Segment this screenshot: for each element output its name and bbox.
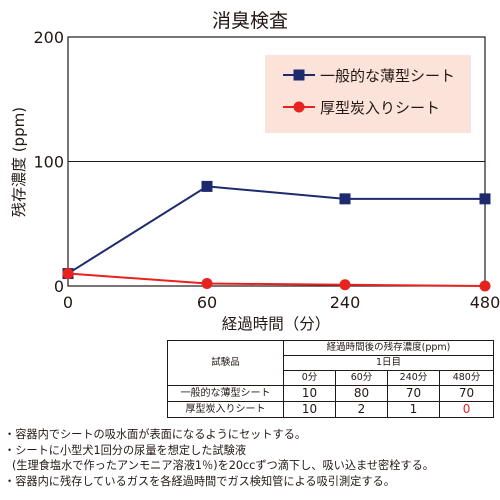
table-column-header: 60分	[335, 370, 388, 386]
table-cell: 10	[283, 401, 336, 418]
table-row-label: 一般的な薄型シート	[167, 385, 284, 402]
y-tick-label: 200	[33, 28, 64, 47]
table-group-header: 経過時間後の残存濃度(ppm)	[282, 340, 495, 356]
table-cell: 1	[387, 401, 440, 418]
table-row: 厚型炭入りシート 10 2 1 0	[167, 401, 495, 418]
table-header-row: 試験品 経過時間後の残存濃度(ppm)	[167, 340, 495, 386]
table-column-header: 240分	[387, 370, 440, 386]
legend-label: 一般的な薄型シート	[320, 67, 455, 85]
table-cell: 80	[335, 385, 388, 402]
test-notes: ・容器内でシートの吸水面が表面になるようにセットする。 ・シートに小型犬1回分の…	[4, 427, 500, 489]
note-line: ・容器内でシートの吸水面が表面になるようにセットする。	[4, 428, 307, 441]
x-tick-label: 60	[197, 293, 217, 312]
y-tick-label: 0	[54, 277, 64, 296]
table-day-header: 1日目	[282, 355, 495, 371]
note-line: ・シートに小型犬1回分の尿量を想定した試験液	[4, 443, 247, 457]
line-chart: 0 100 200 0 60 240 480 経過時間（分） 残存濃度 (ppm) 一般的な薄型シ…	[10, 28, 500, 333]
table-item-header: 試験品	[167, 340, 284, 386]
plot-frame	[67, 36, 486, 287]
series-line	[67, 272, 486, 287]
legend-box	[265, 55, 471, 133]
series-line	[67, 185, 485, 275]
table-cell: 70	[387, 385, 440, 402]
x-tick-label: 480	[470, 293, 500, 312]
table-cell: 70	[438, 385, 495, 402]
legend-label: 厚型炭入りシート	[320, 99, 440, 117]
y-axis-label: 残存濃度 (ppm)	[10, 107, 28, 217]
x-axis-label: 経過時間（分）	[222, 315, 331, 333]
note-line: (生理食塩水で作ったアンモニア溶液1％)を20ccずつ滴下し、吸い込ませ密栓する…	[12, 459, 434, 472]
data-point	[479, 193, 491, 205]
results-table: 試験品 経過時間後の残存濃度(ppm) 1日目 0分 60分 240分 480分…	[167, 340, 495, 418]
table-column-header: 0分	[283, 370, 336, 386]
table-cell-highlight: 0	[438, 401, 495, 418]
data-point	[479, 280, 491, 292]
data-point	[201, 180, 213, 192]
legend-marker	[293, 69, 305, 81]
data-point	[62, 268, 74, 280]
note-line: ・容器内に残存しているガスを各経過時間でガス検知管による吸引測定する。	[4, 474, 395, 488]
table-row-label: 厚型炭入りシート	[167, 401, 284, 418]
table-cell: 10	[283, 385, 336, 402]
chart-title: 消臭検査	[211, 10, 288, 32]
data-point	[201, 278, 213, 290]
x-tick-label: 240	[330, 293, 361, 312]
legend-marker	[293, 101, 305, 113]
data-point	[339, 279, 351, 291]
table-column-header: 480分	[438, 370, 495, 386]
data-point	[339, 193, 351, 205]
y-tick-label: 100	[33, 153, 64, 172]
x-tick-label: 0	[63, 293, 73, 312]
table-row: 一般的な薄型シート 10 80 70 70	[167, 385, 495, 402]
table-cell: 2	[335, 401, 388, 418]
